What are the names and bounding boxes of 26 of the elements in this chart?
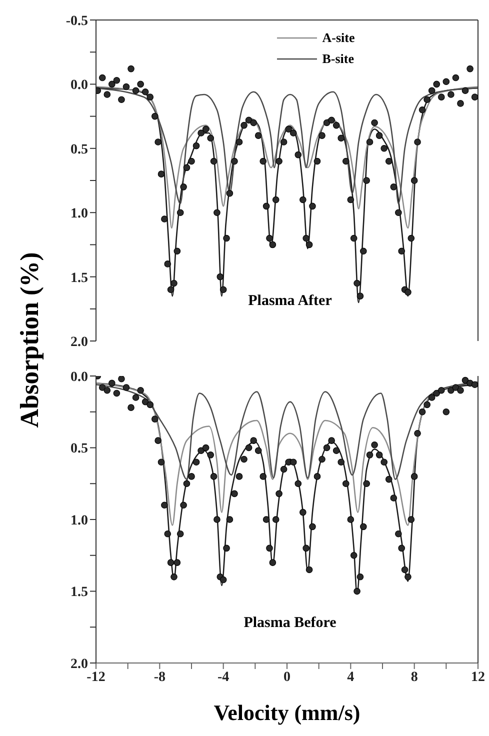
y-tick-label: 1.0: [70, 206, 88, 222]
x-tick-label: 4: [347, 670, 354, 685]
x-tick-label: 8: [410, 670, 418, 685]
y-tick-label: 2.0: [70, 334, 88, 350]
y-axis-title: Absorption (%): [15, 252, 45, 428]
x-tick-label: 0: [284, 670, 290, 685]
x-tick-label: -8: [154, 670, 166, 685]
line-series: [96, 86, 478, 229]
y-tick-label: 0.0: [70, 370, 88, 385]
y-tick-label: -0.5: [66, 14, 88, 29]
annotation: Plasma Before: [242, 615, 338, 632]
x-axis-title: Velocity (mm/s): [212, 700, 362, 726]
y-tick-label: 0.5: [70, 442, 88, 457]
x-tick-label: -12: [86, 670, 106, 685]
y-tick-label: 0.0: [70, 78, 88, 94]
line-series: [96, 381, 478, 526]
annotation: Plasma After: [247, 293, 333, 310]
legend-label: B-site: [322, 50, 354, 66]
y-tick-label: 2.0: [70, 656, 88, 672]
y-tick-label: 1.5: [70, 585, 88, 600]
y-tick-label: 1.5: [70, 270, 88, 286]
legend-label: A-site: [322, 30, 355, 46]
x-tick-label: -4: [217, 670, 230, 685]
y-tick-label: 0.5: [70, 142, 88, 158]
x-tick-label: 12: [471, 670, 485, 685]
y-tick-label: 1.0: [70, 513, 88, 528]
